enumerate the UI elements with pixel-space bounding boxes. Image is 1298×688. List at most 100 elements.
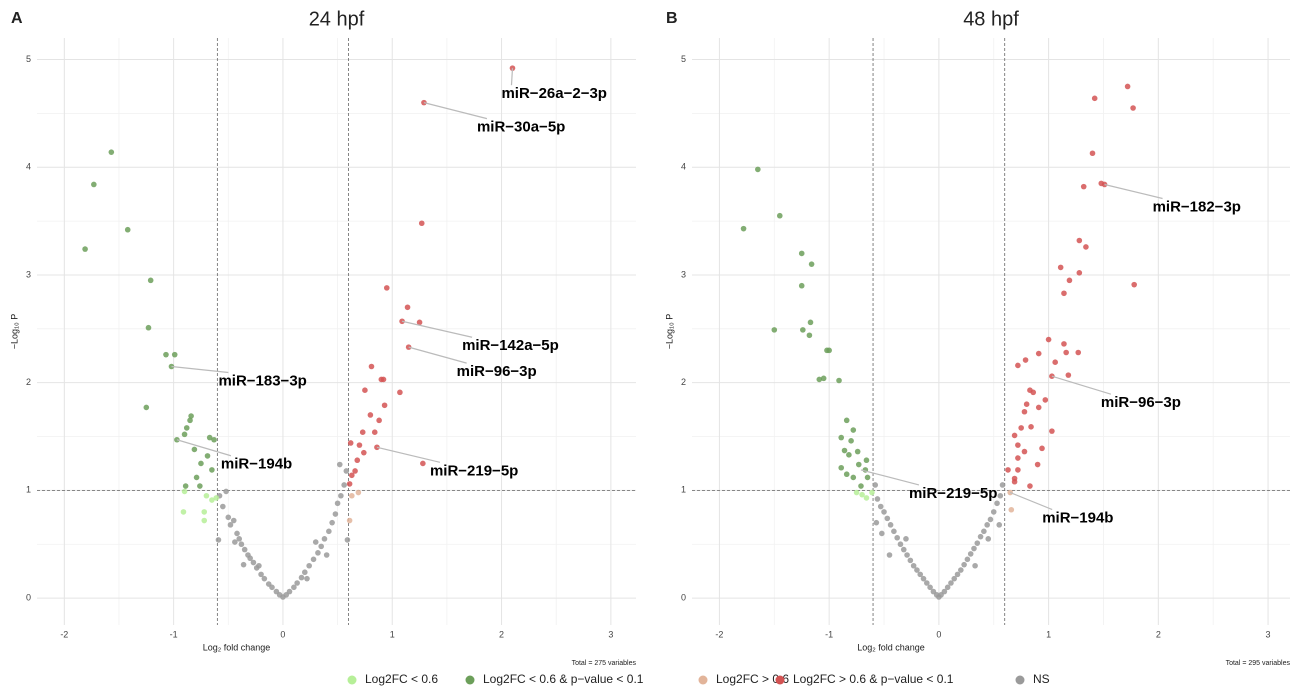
point [362, 387, 368, 394]
series [215, 461, 351, 600]
point [1063, 349, 1069, 356]
point [332, 511, 339, 517]
point [359, 429, 366, 436]
point [967, 551, 974, 557]
series [180, 488, 220, 524]
point [990, 509, 997, 515]
point [1045, 336, 1052, 343]
point [171, 351, 178, 358]
legend-label: Log2FC > 0.6 [716, 672, 789, 686]
x-tick-label: 2 [499, 629, 504, 639]
y-tick-label: 1 [26, 485, 31, 495]
y-tick-label: 4 [26, 162, 31, 172]
x-tick-label: 1 [1046, 629, 1051, 639]
point [1015, 455, 1021, 461]
point [1065, 372, 1072, 378]
point [846, 452, 852, 458]
point [1130, 105, 1136, 111]
point [800, 327, 806, 333]
point [972, 562, 978, 569]
y-axis-label: −Log₁₀ P [9, 314, 19, 350]
caption: Total = 275 variables [572, 660, 637, 667]
legend-label: Log2FC < 0.6 [365, 672, 438, 686]
point [776, 212, 783, 219]
point [1035, 404, 1042, 411]
point [1083, 244, 1089, 250]
y-tick-label: 3 [681, 269, 686, 279]
point [872, 482, 879, 488]
point [418, 220, 425, 227]
annotation: miR−142a−5p [462, 337, 559, 354]
point [336, 461, 343, 468]
point [380, 376, 387, 383]
point [1023, 401, 1030, 408]
point [355, 489, 362, 496]
point [858, 483, 864, 489]
point [163, 351, 169, 358]
point [914, 567, 920, 573]
point [1011, 475, 1018, 482]
annotation: miR−183−3p [218, 372, 306, 389]
x-axis-label: Log₂ fold change [857, 642, 925, 652]
point [367, 412, 374, 418]
point [1052, 359, 1058, 365]
point [341, 482, 347, 488]
point [836, 377, 842, 384]
point [1034, 461, 1041, 468]
point [232, 539, 238, 545]
point [329, 519, 335, 526]
point [225, 514, 232, 521]
point [347, 440, 354, 446]
legend-swatch [1015, 675, 1025, 685]
leader-line [1051, 375, 1112, 395]
point [971, 545, 977, 552]
point [873, 519, 880, 526]
point [820, 375, 827, 382]
point [420, 460, 426, 467]
point [206, 434, 213, 441]
point [338, 492, 344, 499]
point [997, 492, 1004, 499]
point [201, 517, 208, 524]
point [215, 537, 222, 543]
point [887, 522, 894, 528]
point [1076, 270, 1083, 276]
point [920, 575, 927, 582]
leader-line [1009, 491, 1053, 511]
point [343, 468, 350, 474]
point [354, 457, 361, 464]
point [1035, 350, 1042, 357]
point [143, 404, 150, 411]
point [855, 461, 862, 468]
point [974, 540, 981, 546]
point [1021, 448, 1028, 455]
legend-swatch [775, 675, 785, 685]
point [884, 515, 891, 522]
x-tick-label: 0 [280, 629, 285, 639]
chart-title: 24 hpf [309, 8, 365, 30]
legend-label: Log2FC < 0.6 & p−value < 0.1 [483, 672, 644, 686]
point [291, 584, 297, 591]
point [188, 413, 194, 419]
point [191, 446, 198, 453]
point [1057, 264, 1064, 271]
point [838, 434, 845, 441]
annotation: miR−182−3p [1153, 198, 1241, 215]
point [1015, 467, 1021, 473]
point [841, 447, 848, 454]
leader-line [171, 365, 229, 374]
point [238, 541, 245, 548]
series [853, 489, 875, 501]
legend-label: Log2FC > 0.6 & p−value < 0.1 [793, 672, 954, 686]
point [315, 550, 321, 556]
point [999, 482, 1006, 488]
point [1080, 183, 1087, 190]
annotation: miR−219−5p [430, 462, 518, 479]
point [321, 536, 328, 542]
point [977, 533, 984, 540]
leader-line [860, 469, 920, 486]
point [346, 481, 353, 487]
point [740, 225, 747, 232]
point [220, 503, 226, 510]
point [356, 442, 363, 448]
